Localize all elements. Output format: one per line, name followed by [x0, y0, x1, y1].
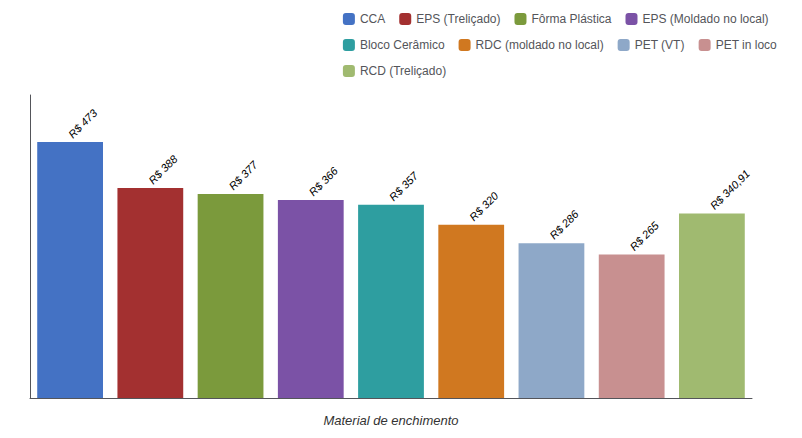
svg-text:R$ 377: R$ 377 — [226, 158, 260, 192]
svg-text:RDC (moldado no local): RDC (moldado no local) — [476, 38, 604, 52]
svg-text:R$ 366: R$ 366 — [307, 164, 341, 198]
svg-text:RCD (Treliçado): RCD (Treliçado) — [360, 64, 446, 78]
svg-text:R$ 340,91: R$ 340,91 — [708, 167, 752, 211]
svg-text:Bloco Cerâmico: Bloco Cerâmico — [360, 38, 445, 52]
svg-text:PET (VT): PET (VT) — [635, 38, 685, 52]
svg-text:R$ 388: R$ 388 — [146, 152, 180, 186]
svg-text:R$ 357: R$ 357 — [387, 169, 421, 203]
svg-text:PET in loco: PET in loco — [716, 38, 777, 52]
svg-text:R$ 286: R$ 286 — [547, 207, 581, 241]
svg-text:R$ 320: R$ 320 — [467, 189, 501, 223]
svg-text:CCA: CCA — [360, 12, 385, 26]
svg-text:EPS (Moldado no local): EPS (Moldado no local) — [642, 12, 768, 26]
svg-text:Material de enchimento: Material de enchimento — [323, 413, 458, 428]
svg-text:EPS (Treliçado): EPS (Treliçado) — [416, 12, 500, 26]
svg-text:R$ 265: R$ 265 — [627, 219, 661, 253]
svg-text:Fôrma Plástica: Fôrma Plástica — [531, 12, 611, 26]
svg-text:R$ 473: R$ 473 — [66, 106, 100, 140]
